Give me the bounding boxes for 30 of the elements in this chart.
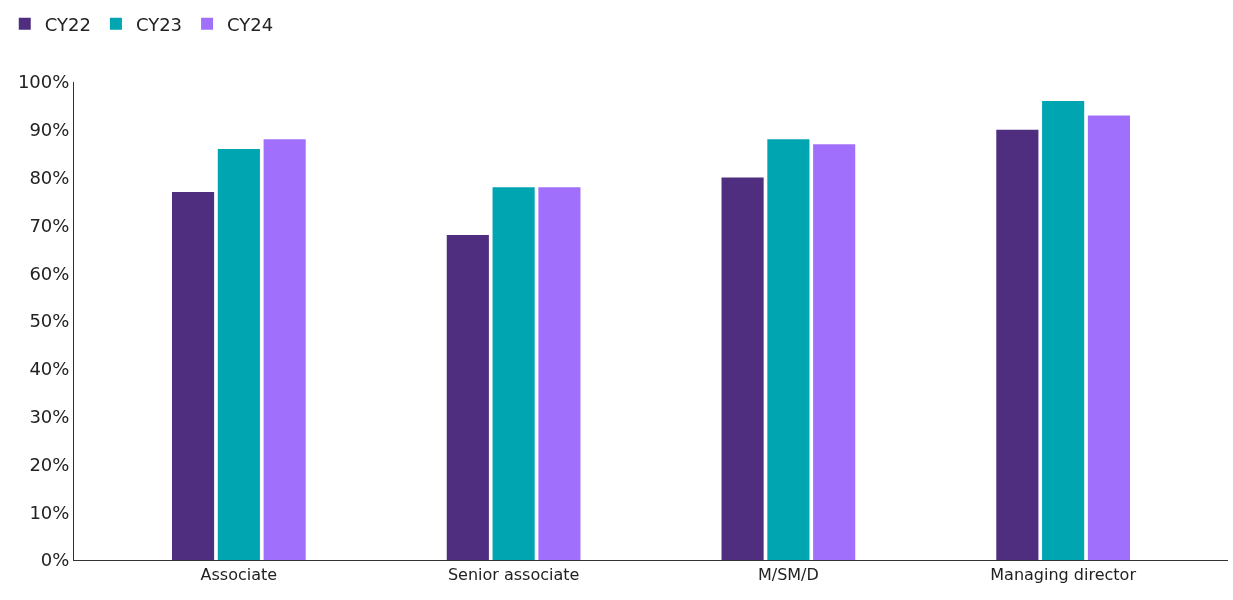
x-tick-label: M/SM/D [757, 565, 819, 585]
y-tick-label: 80% [29, 166, 70, 188]
legend-label: CY22 [44, 13, 91, 35]
x-tick-label: Associate [200, 565, 278, 585]
legend-label: CY24 [227, 13, 274, 35]
legend-label: CY23 [135, 13, 183, 35]
bar [263, 139, 306, 560]
y-tick-label: 30% [29, 405, 70, 427]
bar [1087, 115, 1130, 560]
bar [172, 191, 215, 560]
bar [1042, 101, 1085, 560]
y-tick-label: 10% [29, 501, 70, 523]
y-tick-label: 90% [29, 119, 70, 141]
y-tick-label: 100% [17, 71, 70, 93]
x-tick-label: Senior associate [447, 565, 580, 585]
bar [538, 187, 581, 560]
bar [217, 148, 260, 560]
y-tick-label: 40% [29, 358, 70, 380]
y-tick-label: 50% [29, 310, 70, 332]
y-tick-label: 0% [40, 549, 70, 571]
bar [813, 144, 856, 560]
y-tick-label: 60% [29, 262, 70, 284]
bar [492, 187, 535, 560]
y-tick-label: 70% [29, 214, 70, 236]
x-tick-label: Managing director [990, 565, 1137, 585]
bar [996, 129, 1039, 560]
bar [446, 234, 489, 560]
y-tick-label: 20% [29, 453, 70, 475]
bar [721, 177, 764, 560]
bar [767, 139, 810, 560]
